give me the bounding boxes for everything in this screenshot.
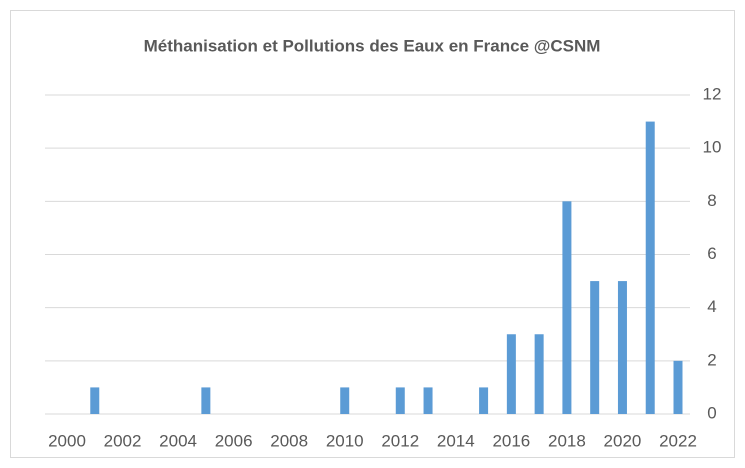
- bar: [479, 387, 489, 414]
- y-tick-label: 10: [703, 138, 722, 157]
- bar: [395, 387, 405, 414]
- y-tick-label: 0: [707, 403, 716, 422]
- chart-title: Méthanisation et Pollutions des Eaux en …: [144, 36, 601, 55]
- bar: [617, 281, 627, 414]
- bar: [534, 334, 544, 414]
- bar: [90, 387, 100, 414]
- x-tick-label: 2006: [215, 431, 253, 450]
- x-tick-label: 2004: [159, 431, 197, 450]
- bar: [562, 201, 572, 414]
- y-tick-label: 2: [707, 350, 716, 369]
- x-tick-label: 2000: [48, 431, 86, 450]
- x-tick-label: 2012: [381, 431, 419, 450]
- x-tick-label: 2018: [548, 431, 586, 450]
- y-tick-label: 4: [707, 297, 716, 316]
- bar: [201, 387, 211, 414]
- x-tick-label: 2020: [604, 431, 642, 450]
- x-tick-label: 2022: [659, 431, 697, 450]
- bar: [423, 387, 433, 414]
- bar: [673, 360, 683, 414]
- y-tick-label: 8: [707, 191, 716, 210]
- chart-frame: [10, 10, 735, 458]
- bar: [645, 121, 655, 414]
- x-tick-label: 2016: [492, 431, 530, 450]
- x-tick-label: 2002: [104, 431, 142, 450]
- bar: [590, 281, 600, 414]
- y-tick-label: 12: [703, 84, 722, 103]
- bar: [340, 387, 350, 414]
- x-tick-label: 2010: [326, 431, 364, 450]
- y-tick-label: 6: [707, 244, 716, 263]
- x-tick-label: 2014: [437, 431, 475, 450]
- x-tick-label: 2008: [270, 431, 308, 450]
- bar: [506, 334, 516, 414]
